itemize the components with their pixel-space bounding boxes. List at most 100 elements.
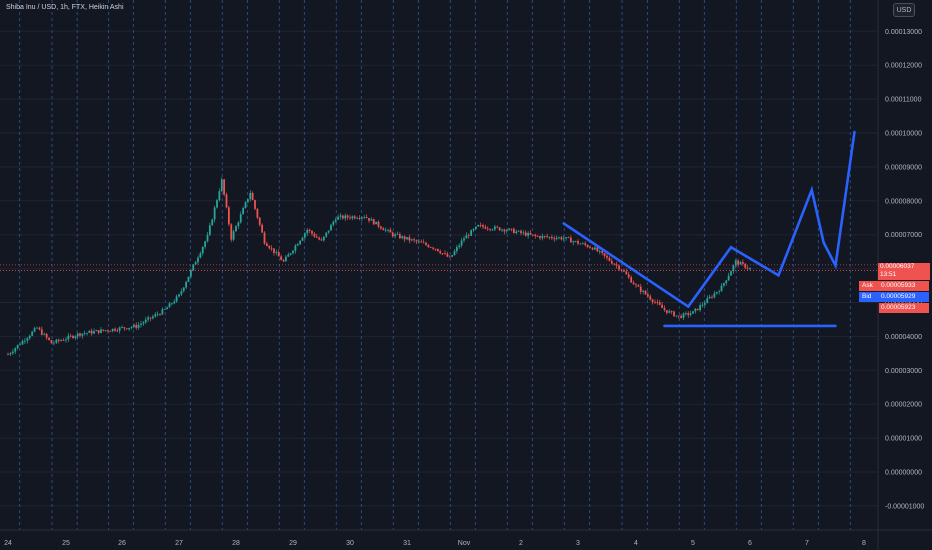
candle-body [90, 330, 93, 334]
candle-body [263, 232, 266, 244]
price-axis-label: 0.00007000 [885, 232, 922, 239]
candle-body [694, 308, 697, 312]
candle-body [192, 264, 195, 271]
candle-body [389, 229, 392, 233]
candle-body [408, 237, 411, 241]
time-axis-label: 2 [519, 540, 523, 547]
candle-body [574, 241, 577, 242]
candle-body [515, 231, 518, 234]
drawing-trendline[interactable] [562, 222, 690, 308]
candle-body [577, 241, 579, 244]
candle-body [665, 310, 668, 313]
candle-body [382, 228, 385, 231]
candle-body [265, 243, 268, 247]
candle-body [541, 235, 544, 239]
candle-body [76, 333, 79, 337]
candle-body [132, 324, 135, 328]
candle-body [498, 227, 501, 231]
candle-body [536, 236, 539, 237]
candle-body [218, 191, 221, 201]
candle-body [601, 251, 604, 254]
candle-body [28, 335, 31, 339]
candle-body [398, 234, 401, 239]
candle-body [287, 254, 290, 257]
candle-body [465, 235, 468, 239]
candle-body [277, 252, 280, 257]
time-axis-label: 25 [62, 540, 70, 547]
candle-body [377, 221, 380, 227]
candle-body [484, 226, 487, 229]
candle-body [623, 270, 625, 272]
price-axis-label: 0.00008000 [885, 198, 922, 205]
candle-body [142, 322, 145, 324]
candle-body [550, 236, 553, 239]
candle-body [65, 339, 67, 341]
symbol-legend: Shiba Inu / USD, 1h, FTX, Heikin Ashi [6, 4, 124, 11]
candle-body [730, 271, 732, 276]
time-axis-label: 24 [4, 540, 12, 547]
candle-body [320, 239, 323, 241]
candle-body [173, 301, 176, 304]
candle-body [303, 233, 306, 238]
candle-body [689, 313, 692, 316]
candle-body [270, 248, 273, 250]
time-axis-label: 7 [805, 540, 809, 547]
candle-body [296, 244, 299, 246]
candle-body [225, 194, 228, 208]
candle-body [116, 330, 119, 332]
candle-body [734, 260, 737, 266]
price-axis-label: 0.00003000 [885, 368, 922, 375]
candle-body [505, 230, 508, 232]
candle-body [206, 234, 209, 242]
candle-body [682, 313, 685, 318]
candle-body [74, 336, 77, 338]
candle-body [387, 229, 389, 231]
candle-body [81, 333, 84, 336]
candle-body [396, 234, 399, 236]
candle-body [308, 229, 311, 231]
candle-body [102, 329, 105, 331]
candle-body [646, 294, 649, 297]
candle-body [351, 216, 354, 219]
candle-body [79, 333, 81, 336]
candle-body [109, 331, 112, 332]
drawing-path[interactable] [686, 130, 856, 308]
candle-body [33, 328, 36, 332]
candle-body [43, 333, 46, 335]
time-axis-label: 6 [748, 540, 752, 547]
candle-body [187, 276, 190, 282]
candle-body [591, 247, 594, 250]
candle-body [294, 245, 297, 251]
candle-body [744, 263, 747, 268]
price-axis-label: 0.00012000 [885, 63, 922, 70]
countdown-timer: 13:51 [880, 271, 897, 278]
candle-body [569, 237, 572, 243]
candle-body [189, 270, 192, 277]
candle-body [306, 229, 309, 234]
candle-body [608, 257, 611, 261]
candle-body [606, 255, 608, 258]
candle-body [370, 219, 373, 221]
candle-body [663, 307, 666, 311]
candle-body [675, 315, 678, 317]
candle-body [642, 290, 645, 292]
candle-body [156, 314, 159, 316]
candle-body [467, 235, 470, 237]
candle-body [391, 232, 394, 237]
candle-body [651, 299, 654, 303]
candle-body [472, 229, 475, 231]
currency-button[interactable]: USD [893, 3, 915, 17]
candle-body [356, 218, 359, 219]
candle-body [722, 283, 725, 286]
candle-body [114, 328, 116, 331]
candle-body [603, 253, 606, 256]
candle-body [637, 285, 640, 287]
price-axis-label: -0.00001000 [885, 503, 924, 510]
candle-body [699, 305, 702, 311]
candle-body [451, 255, 454, 257]
candle-body [163, 309, 166, 311]
time-axis-label: 5 [691, 540, 695, 547]
price-axis-label: 0.00004000 [885, 334, 922, 341]
